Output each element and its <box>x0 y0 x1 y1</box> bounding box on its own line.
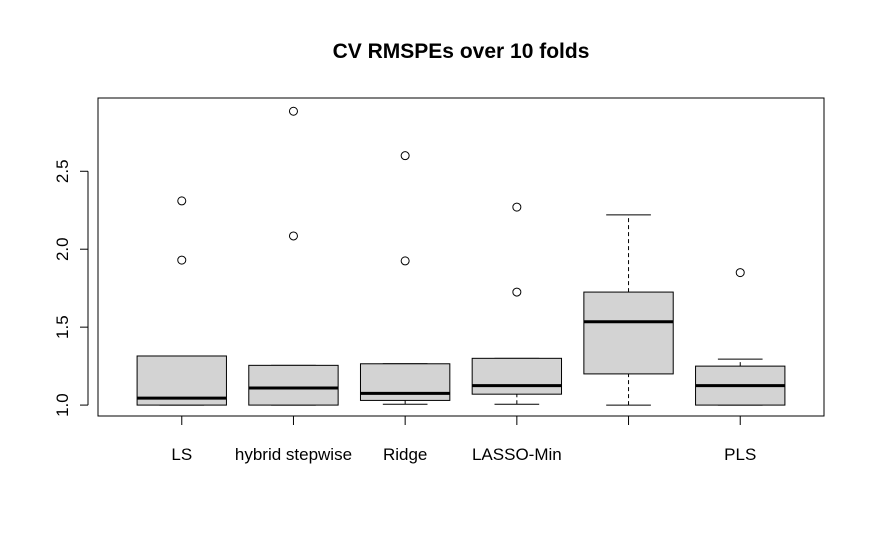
x-tick-label: Ridge <box>383 445 427 464</box>
box-group <box>136 196 227 406</box>
x-tick-label: hybrid stepwise <box>235 445 352 464</box>
outlier-point <box>288 231 298 241</box>
x-tick-label: PLS <box>724 445 756 464</box>
box <box>248 364 339 406</box>
y-axis: 1.0 1.5 2.0 2.5 <box>53 159 89 417</box>
outlier-point <box>400 151 410 161</box>
box-group <box>471 202 563 405</box>
box-group <box>359 151 451 405</box>
y-tick-label: 2.0 <box>53 237 72 261</box>
box-group <box>248 106 339 406</box>
box <box>359 363 451 401</box>
outlier-point <box>177 255 187 265</box>
x-axis: LS hybrid stepwise Ridge LASSO-Min PLS <box>171 415 756 464</box>
outlier-point <box>512 287 522 297</box>
outlier-point <box>288 106 298 116</box>
x-tick-label: LS <box>171 445 192 464</box>
outlier-point <box>400 256 410 266</box>
boxes <box>136 106 786 406</box>
outlier-point <box>177 196 187 206</box>
box <box>471 357 563 395</box>
outlier-point <box>512 202 522 212</box>
y-tick-label: 2.5 <box>53 159 72 183</box>
y-tick-label: 1.0 <box>53 393 72 417</box>
box-group <box>583 214 674 406</box>
outlier-point <box>735 268 745 278</box>
chart-title: CV RMSPEs over 10 folds <box>333 40 590 63</box>
x-tick-label: LASSO-Min <box>472 445 562 464</box>
y-tick-label: 1.5 <box>53 315 72 339</box>
box <box>583 291 674 375</box>
box-group <box>695 268 786 406</box>
